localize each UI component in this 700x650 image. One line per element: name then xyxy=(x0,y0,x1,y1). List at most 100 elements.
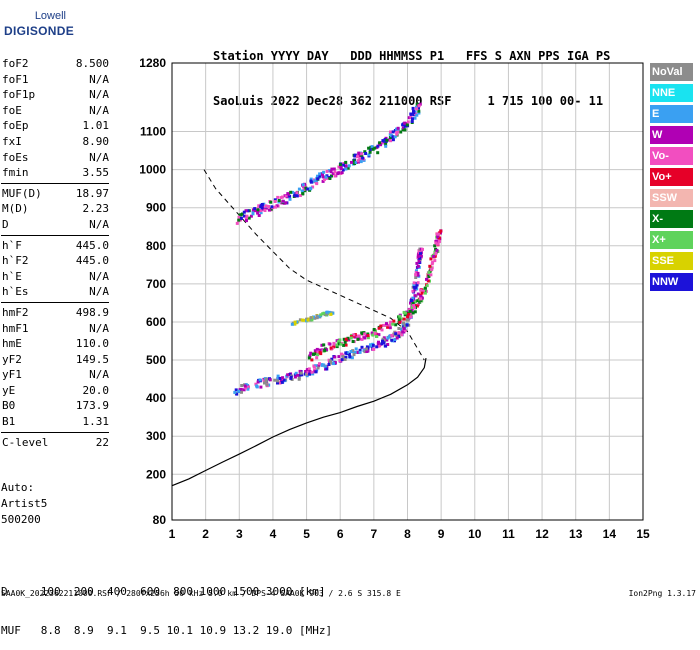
o-trace-echo xyxy=(403,323,407,327)
o-trace-echo xyxy=(388,334,392,338)
multihop-echo xyxy=(383,138,387,141)
multihop-echo xyxy=(352,159,356,163)
o-trace-echo xyxy=(416,271,420,275)
o-trace-echo xyxy=(395,336,399,340)
multihop-echo xyxy=(407,116,411,120)
multihop-echo xyxy=(267,208,271,212)
multihop-echo xyxy=(237,215,241,219)
legend-item: Vo+ xyxy=(650,168,693,186)
auto-code: 500200 xyxy=(1,513,41,526)
param-label: yE xyxy=(2,383,16,397)
x-tick-label: 15 xyxy=(636,527,650,541)
logo-text-digisonde: DIGISONDE xyxy=(4,24,75,38)
spread-echo xyxy=(325,312,329,316)
o-trace-echo xyxy=(262,379,266,383)
scaled-parameters-panel: foF2 8.500 foF1 N/A foF1p N/A foE N/A foEp 1.01 fx… xyxy=(1,56,109,450)
multihop-echo xyxy=(376,151,380,155)
o-trace-echo xyxy=(240,384,244,387)
multihop-echo xyxy=(370,145,374,149)
x-trace-echo xyxy=(370,331,374,335)
x-trace-echo xyxy=(413,300,417,304)
param-row: yE 20.0 xyxy=(1,383,109,399)
o-trace-echo xyxy=(406,318,410,322)
x-trace-echo xyxy=(413,304,417,307)
o-trace-echo xyxy=(372,347,376,351)
plot-frame xyxy=(171,62,644,521)
multihop-echo xyxy=(385,138,389,142)
multihop-echo xyxy=(356,159,360,163)
multihop-echo xyxy=(315,182,319,186)
legend-item: NNE xyxy=(650,84,693,102)
x-trace-echo xyxy=(339,342,343,346)
param-label: h`Es xyxy=(2,285,29,299)
x-trace-echo xyxy=(439,229,443,233)
o-trace-echo xyxy=(358,348,362,352)
x-trace-echo xyxy=(313,349,317,353)
multihop-echo xyxy=(316,174,319,178)
x-tick-label: 8 xyxy=(404,527,411,541)
multihop-echo xyxy=(300,189,304,193)
param-row: foEp 1.01 xyxy=(1,118,109,134)
param-value: 445.0 xyxy=(75,238,109,252)
multihop-echo xyxy=(291,190,295,194)
o-trace-echo xyxy=(417,259,421,263)
multihop-echo xyxy=(339,167,343,171)
x-trace-echo xyxy=(360,337,364,341)
multihop-echo xyxy=(354,160,358,164)
x-trace-echo xyxy=(374,329,377,333)
o-trace-echo xyxy=(300,373,304,377)
auto-label: Auto: xyxy=(1,481,35,494)
multihop-echo xyxy=(246,209,250,213)
multihop-echo xyxy=(364,152,368,155)
o-trace-echo xyxy=(381,337,385,341)
electron-density-profile xyxy=(171,357,427,487)
muf-row: MUF 8.8 8.9 9.1 9.5 10.1 10.9 13.2 19.0 … xyxy=(1,624,333,637)
param-value: 445.0 xyxy=(75,254,109,268)
o-trace-echo xyxy=(276,381,279,385)
o-trace-echo xyxy=(325,367,329,371)
o-trace-echo xyxy=(293,375,297,379)
multihop-echo xyxy=(247,216,251,220)
multihop-echo xyxy=(409,112,413,116)
spread-echo xyxy=(290,322,294,326)
multihop-echo xyxy=(413,116,417,120)
y-tick-label: 1000 xyxy=(139,163,166,177)
o-trace-echo xyxy=(343,358,347,361)
param-row: D N/A xyxy=(1,217,109,233)
o-trace-echo xyxy=(405,323,409,327)
multihop-echo xyxy=(382,139,386,143)
x-trace-echo xyxy=(403,311,407,315)
x-trace-echo xyxy=(307,356,311,360)
o-trace-echo xyxy=(273,378,277,382)
x-trace-echo xyxy=(372,328,376,331)
x-trace-echo xyxy=(388,323,392,327)
ionogram-chart: 1 2 3 4 5 6 7 8 9 10 11 12 13 14 158020030040050060070… xyxy=(139,56,650,541)
x-trace-echo xyxy=(406,315,410,319)
spread-echo xyxy=(331,311,335,315)
param-label: h`E xyxy=(2,269,22,283)
o-trace-echo xyxy=(348,355,352,358)
x-trace-echo xyxy=(315,347,319,351)
multihop-echo xyxy=(288,194,292,198)
o-trace-echo xyxy=(412,283,416,286)
param-value: 20.0 xyxy=(82,383,110,397)
multihop-echo xyxy=(378,141,382,145)
multihop-echo xyxy=(322,170,326,174)
multihop-echo xyxy=(267,205,270,208)
multihop-echo xyxy=(277,199,281,202)
x-trace-echo xyxy=(342,343,346,347)
x-trace-echo xyxy=(349,336,353,340)
x-trace-echo xyxy=(403,313,407,317)
o-trace-echo xyxy=(298,369,302,373)
multihop-echo xyxy=(406,120,410,124)
o-trace-echo xyxy=(414,273,418,277)
multihop-echo xyxy=(410,120,414,123)
multihop-echo xyxy=(417,109,421,113)
o-trace-echo xyxy=(390,333,394,337)
o-trace-echo xyxy=(316,366,320,370)
o-trace-echo xyxy=(268,378,272,382)
multihop-echo xyxy=(411,106,415,110)
header-labels: Station YYYY DAY DDD HHMMSS P1 FFS S AXN… xyxy=(213,49,611,63)
spread-echo xyxy=(295,320,299,324)
legend-item: SSW xyxy=(650,189,693,207)
